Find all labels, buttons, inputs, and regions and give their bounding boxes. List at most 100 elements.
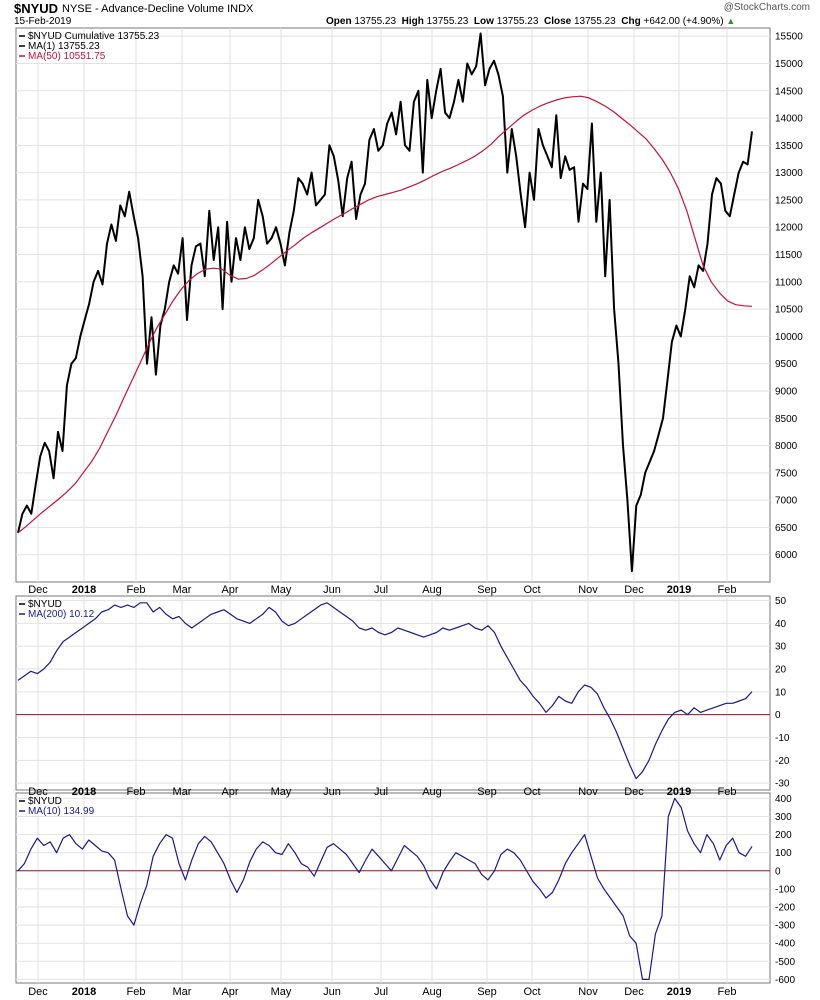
x-tick-label: Oct [523, 986, 540, 998]
y-tick-label: 200 [775, 830, 792, 841]
y-tick-label: -200 [775, 903, 795, 914]
y-tick-label: -300 [775, 921, 795, 932]
x-tick-label: Sep [477, 986, 497, 998]
series-line-ma-10 [17, 797, 753, 981]
close-label: Close [543, 16, 572, 27]
legend-entry: $NYUD [28, 599, 62, 610]
x-tick-label: Nov [578, 584, 598, 596]
x-tick-label: May [271, 986, 292, 998]
x-tick-label: Dec [28, 786, 48, 798]
chg-value: +642.00 (+4.90%) [643, 16, 724, 27]
x-tick-label: Jul [374, 786, 388, 798]
y-tick-label: 9500 [775, 359, 798, 370]
y-tick-label: -10 [775, 733, 790, 744]
y-tick-label: 20 [775, 665, 787, 676]
chart-description: NYSE - Advance-Decline Volume INDX [62, 3, 254, 15]
low-label: Low [473, 16, 494, 27]
x-tick-label: Feb [127, 584, 146, 596]
panel-frame-2 [15, 595, 771, 791]
legend-entry: $NYUD [28, 796, 62, 807]
y-tick-label: 11500 [775, 250, 803, 261]
y-tick-label: 15000 [775, 59, 803, 70]
y-tick-label: 12000 [775, 223, 803, 234]
x-tick-label: Dec [624, 986, 644, 998]
legend-entry: MA(10) 134.99 [28, 806, 95, 817]
x-tick-label: May [271, 786, 292, 798]
y-tick-label: 100 [775, 848, 792, 859]
x-tick-label: 2019 [667, 786, 691, 798]
x-tick-label: Nov [578, 786, 598, 798]
y-tick-label: 0 [775, 710, 781, 721]
open-value: 13755.23 [354, 16, 397, 27]
y-tick-label: 8500 [775, 414, 798, 425]
ohlc-readout: Open 13755.23 High 13755.23 Low 13755.23… [326, 16, 735, 27]
x-tick-label: Feb [718, 786, 737, 798]
y-tick-label: 10000 [775, 332, 803, 343]
y-tick-label: -100 [775, 884, 795, 895]
x-tick-label: Feb [127, 786, 146, 798]
y-tick-label: 14000 [775, 114, 803, 125]
series-line-nyud-cumulative [17, 32, 753, 573]
x-tick-label: Jul [374, 584, 388, 596]
panel-frame-1 [15, 27, 771, 583]
y-tick-label: 7500 [775, 468, 798, 479]
y-tick-label: -600 [775, 975, 795, 986]
x-tick-label: Mar [173, 584, 192, 596]
y-tick-label: 10500 [775, 305, 803, 316]
x-tick-label: Aug [422, 786, 442, 798]
y-tick-label: 0 [775, 866, 781, 877]
y-tick-label: 300 [775, 812, 792, 823]
x-tick-label: Mar [173, 786, 192, 798]
x-tick-label: Nov [578, 986, 598, 998]
legend-entry: $NYUD Cumulative 13755.23 [28, 31, 160, 42]
x-tick-label: Apr [221, 986, 238, 998]
x-tick-label: Aug [422, 584, 442, 596]
x-tick-label: Dec [624, 584, 644, 596]
y-tick-label: 11000 [775, 277, 803, 288]
x-tick-label: Dec [28, 986, 48, 998]
x-tick-label: Feb [127, 986, 146, 998]
x-tick-label: 2018 [72, 584, 96, 596]
y-tick-label: 7000 [775, 496, 798, 507]
high-label: High [401, 16, 424, 27]
y-tick-label: 6000 [775, 550, 798, 561]
y-tick-label: -400 [775, 939, 795, 950]
low-value: 13755.23 [496, 16, 539, 27]
x-tick-label: Jun [323, 986, 341, 998]
x-tick-label: Dec [624, 786, 644, 798]
x-tick-label: Feb [718, 584, 737, 596]
x-tick-label: Feb [718, 986, 737, 998]
open-label: Open [326, 16, 352, 27]
y-tick-label: 10 [775, 687, 787, 698]
x-tick-label: Jun [323, 584, 341, 596]
legend-entry: MA(50) 10551.75 [28, 51, 106, 62]
x-tick-label: Oct [523, 786, 540, 798]
x-tick-label: 2018 [72, 986, 96, 998]
y-tick-label: 30 [775, 642, 787, 653]
chg-label: Chg [621, 16, 641, 27]
y-tick-label: 9000 [775, 386, 798, 397]
y-tick-label: 12500 [775, 195, 803, 206]
x-tick-label: Mar [173, 986, 192, 998]
y-tick-label: -30 [775, 779, 790, 790]
high-value: 13755.23 [426, 16, 469, 27]
y-tick-label: -20 [775, 756, 790, 767]
x-tick-label: 2019 [667, 584, 691, 596]
close-value: 13755.23 [573, 16, 616, 27]
y-tick-label: 14500 [775, 86, 803, 97]
y-tick-label: 13500 [775, 141, 803, 152]
x-tick-label: Jun [323, 786, 341, 798]
x-tick-label: Apr [221, 584, 238, 596]
y-tick-label: 8000 [775, 441, 798, 452]
x-tick-label: 2018 [72, 786, 96, 798]
series-line-ma-50 [17, 95, 753, 534]
watermark: @StockCharts.com [723, 2, 810, 13]
x-tick-label: 2019 [667, 986, 691, 998]
y-tick-label: 50 [775, 596, 787, 607]
x-tick-label: Jul [374, 986, 388, 998]
x-tick-label: Dec [28, 584, 48, 596]
x-tick-label: Apr [221, 786, 238, 798]
legend-entry: MA(200) 10.12 [28, 609, 95, 620]
y-tick-label: 400 [775, 794, 792, 805]
